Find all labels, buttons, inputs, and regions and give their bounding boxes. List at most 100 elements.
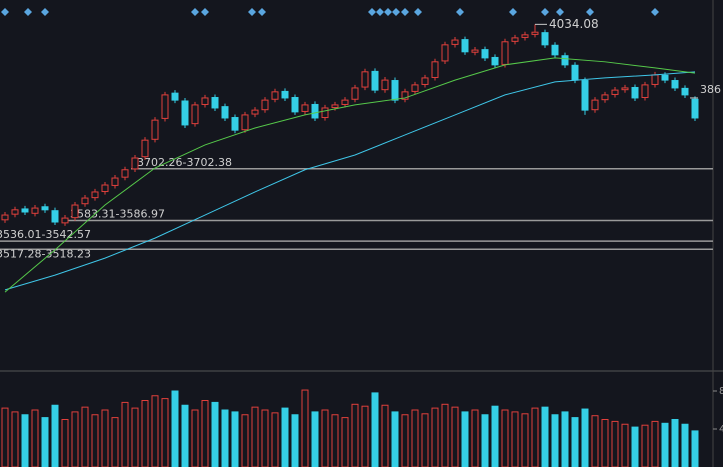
candle-body — [631, 86, 639, 99]
volume-bar — [561, 411, 569, 467]
candle-body — [401, 91, 409, 100]
candle-body — [271, 91, 279, 100]
volume-bar — [291, 414, 299, 467]
candle-body — [441, 44, 449, 62]
candle-body — [1, 214, 9, 221]
candle-body — [481, 49, 489, 59]
candle-body — [381, 79, 389, 91]
candle-body — [291, 97, 299, 113]
event-marker — [392, 8, 400, 16]
candle-body — [171, 92, 179, 101]
volume-tick-label: 4 — [719, 424, 723, 435]
candle-body — [71, 204, 79, 219]
volume-bar — [661, 422, 669, 467]
candle-body — [641, 84, 649, 99]
candle-body — [31, 207, 39, 214]
volume-bar — [571, 417, 579, 467]
candle-body — [521, 34, 529, 38]
volume-bar — [131, 407, 139, 467]
volume-bar — [91, 414, 99, 467]
volume-bar — [101, 409, 109, 467]
event-marker — [401, 8, 409, 16]
candle-body — [301, 104, 309, 112]
candle-body — [281, 90, 289, 99]
volume-bar — [471, 409, 479, 467]
candle-body — [321, 107, 329, 119]
candle-body — [511, 37, 519, 42]
volume-bar — [341, 417, 349, 467]
volume-bar — [451, 406, 459, 467]
volume-bar — [241, 414, 249, 467]
volume-bar — [671, 419, 679, 467]
candle-body — [331, 104, 339, 109]
candle-body — [61, 217, 69, 224]
volume-bar — [621, 423, 629, 467]
volume-bar — [1, 407, 9, 467]
volume-bar — [251, 406, 259, 467]
candle-body — [211, 97, 219, 109]
volume-bar — [51, 404, 59, 467]
peak-label: 4034.08 — [549, 17, 599, 31]
candle-body — [231, 117, 239, 131]
candle-body — [241, 114, 249, 131]
volume-bar — [511, 411, 519, 467]
level-label: 3702.26-3702.38 — [137, 156, 232, 169]
volume-bar — [481, 414, 489, 467]
volume-bar — [311, 411, 319, 467]
volume-tick-label: 8 — [719, 386, 723, 397]
volume-bar — [11, 411, 19, 467]
candle-body — [191, 104, 199, 125]
volume-bar — [351, 403, 359, 467]
candle-body — [621, 87, 629, 91]
candle-body — [151, 119, 159, 140]
volume-bar — [611, 420, 619, 467]
level-label: 3583.31-3586.97 — [70, 208, 165, 221]
volume-bar — [41, 417, 49, 467]
volume-bar — [171, 390, 179, 467]
volume-bar — [591, 415, 599, 467]
event-marker — [414, 8, 422, 16]
volume-bar — [61, 419, 69, 467]
volume-bar — [31, 409, 39, 467]
event-marker — [509, 8, 517, 16]
candle-body — [371, 70, 379, 91]
volume-bar — [421, 413, 429, 467]
candle-body — [541, 32, 549, 46]
volume-bar — [321, 409, 329, 467]
candle-body — [181, 100, 189, 126]
event-marker — [651, 8, 659, 16]
volume-bar — [221, 409, 229, 467]
candle-body — [341, 99, 349, 105]
volume-bar — [111, 417, 119, 467]
volume-bar — [691, 430, 699, 467]
candle-body — [161, 94, 169, 119]
volume-bar — [411, 409, 419, 467]
last-label: 386 — [700, 83, 721, 96]
candle-body — [111, 177, 119, 186]
volume-bar — [181, 404, 189, 467]
event-marker — [258, 8, 266, 16]
volume-bar — [501, 409, 509, 467]
candle-body — [41, 206, 49, 211]
event-marker — [556, 8, 564, 16]
volume-bar — [281, 407, 289, 467]
event-marker — [201, 8, 209, 16]
volume-bar — [401, 414, 409, 467]
candle-body — [671, 80, 679, 89]
candle-body — [571, 64, 579, 81]
volume-bar — [121, 401, 129, 467]
candle-body — [391, 80, 399, 101]
candle-body — [201, 97, 209, 105]
volume-bar — [541, 406, 549, 467]
candle-body — [581, 80, 589, 111]
candle-body — [561, 55, 569, 66]
event-marker — [248, 8, 256, 16]
candle-body — [491, 56, 499, 66]
volume-bar — [681, 423, 689, 467]
candle-body — [601, 94, 609, 101]
volume-bar — [261, 409, 269, 467]
event-marker — [41, 8, 49, 16]
event-marker — [24, 8, 32, 16]
candle-body — [531, 31, 539, 35]
